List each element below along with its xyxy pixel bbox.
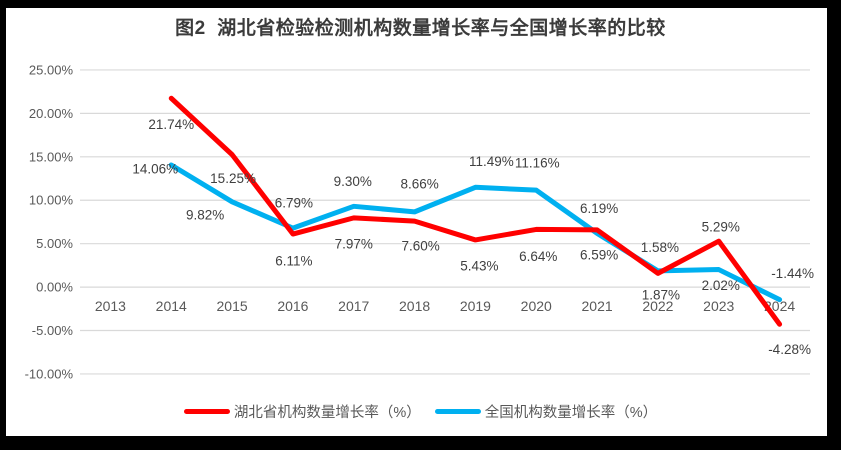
data-label: 9.30% xyxy=(334,174,372,189)
x-axis-tick-label: 2017 xyxy=(338,298,369,314)
data-label: 2.02% xyxy=(702,278,740,293)
legend-label-hubei: 湖北省机构数量增长率（%） xyxy=(233,405,421,421)
x-axis-tick-label: 2018 xyxy=(399,298,430,314)
data-label: 5.43% xyxy=(460,258,498,273)
data-label: -1.44% xyxy=(771,266,814,281)
y-axis-tick-label: 5.00% xyxy=(36,236,73,251)
x-axis-tick-label: 2022 xyxy=(642,298,673,314)
x-axis-tick-label: 2013 xyxy=(95,298,126,314)
data-label: 7.60% xyxy=(401,239,439,254)
data-label: 6.19% xyxy=(580,201,618,216)
legend-item-national: 全国机构数量增长率（%） xyxy=(434,401,658,422)
legend-item-hubei: 湖北省机构数量增长率（%） xyxy=(183,401,421,422)
x-axis-tick-label: 2019 xyxy=(460,298,491,314)
data-label: 8.66% xyxy=(400,176,438,191)
series-line-hubei xyxy=(168,95,783,327)
x-axis-tick-label: 2021 xyxy=(582,298,613,314)
data-label: 5.29% xyxy=(702,220,740,235)
x-axis-tick-label: 2023 xyxy=(703,298,734,314)
data-label: 6.64% xyxy=(519,249,557,264)
x-axis-tick-label: 2014 xyxy=(156,298,187,314)
data-label: 1.58% xyxy=(641,240,679,255)
data-label: 9.82% xyxy=(186,207,224,222)
data-label: 21.74% xyxy=(148,117,194,132)
chart-legend: 湖北省机构数量增长率（%） 全国机构数量增长率（%） xyxy=(0,401,841,422)
data-label: 6.59% xyxy=(580,247,618,262)
series-line-national xyxy=(168,162,783,303)
data-label: -4.28% xyxy=(768,342,811,357)
y-axis-tick-label: 0.00% xyxy=(36,280,73,295)
data-label: 7.97% xyxy=(335,236,373,251)
y-axis-tick-label: 15.00% xyxy=(29,149,74,164)
x-axis-tick-label: 2015 xyxy=(217,298,248,314)
data-label: 6.79% xyxy=(275,196,313,211)
data-label: 1.87% xyxy=(642,287,680,302)
x-axis-tick-label: 2016 xyxy=(277,298,308,314)
chart-title: 图2 湖北省检验检测机构数量增长率与全国增长率的比较 xyxy=(175,18,666,39)
y-axis-tick-label: -5.00% xyxy=(32,323,74,338)
y-axis-tick-label: -10.00% xyxy=(25,366,74,381)
legend-blue-line-icon xyxy=(434,409,481,414)
legend-label-national: 全国机构数量增长率（%） xyxy=(484,405,658,421)
y-axis-tick-label: 20.00% xyxy=(29,106,74,121)
x-axis-tick-label: 2020 xyxy=(521,298,552,314)
data-label: 11.16% xyxy=(515,156,560,171)
legend-red-line-icon xyxy=(183,409,230,414)
data-label: 6.11% xyxy=(275,254,312,269)
y-axis-tick-label: 25.00% xyxy=(29,62,74,77)
data-label: 11.49% xyxy=(469,154,514,169)
data-label: 15.25% xyxy=(210,171,256,186)
y-axis-tick-label: 10.00% xyxy=(29,193,74,208)
data-label: 14.06% xyxy=(132,161,178,176)
